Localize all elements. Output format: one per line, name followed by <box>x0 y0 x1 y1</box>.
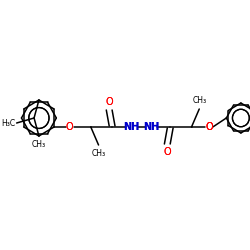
Text: O: O <box>164 147 171 157</box>
Text: O: O <box>205 122 213 132</box>
Text: NH: NH <box>123 122 140 132</box>
Text: O: O <box>106 97 113 107</box>
Text: CH₃: CH₃ <box>32 140 46 149</box>
Text: O: O <box>66 122 73 132</box>
Text: O: O <box>106 97 113 107</box>
Text: NH: NH <box>143 122 159 132</box>
Text: O: O <box>205 122 213 132</box>
Text: H₃C: H₃C <box>2 118 16 128</box>
Text: CH₃: CH₃ <box>192 96 206 105</box>
Text: NH: NH <box>143 122 159 132</box>
Text: NH: NH <box>123 122 140 132</box>
Text: O: O <box>164 147 171 157</box>
Text: O: O <box>205 122 213 132</box>
Text: O: O <box>66 122 73 132</box>
Text: CH₃: CH₃ <box>92 149 106 158</box>
